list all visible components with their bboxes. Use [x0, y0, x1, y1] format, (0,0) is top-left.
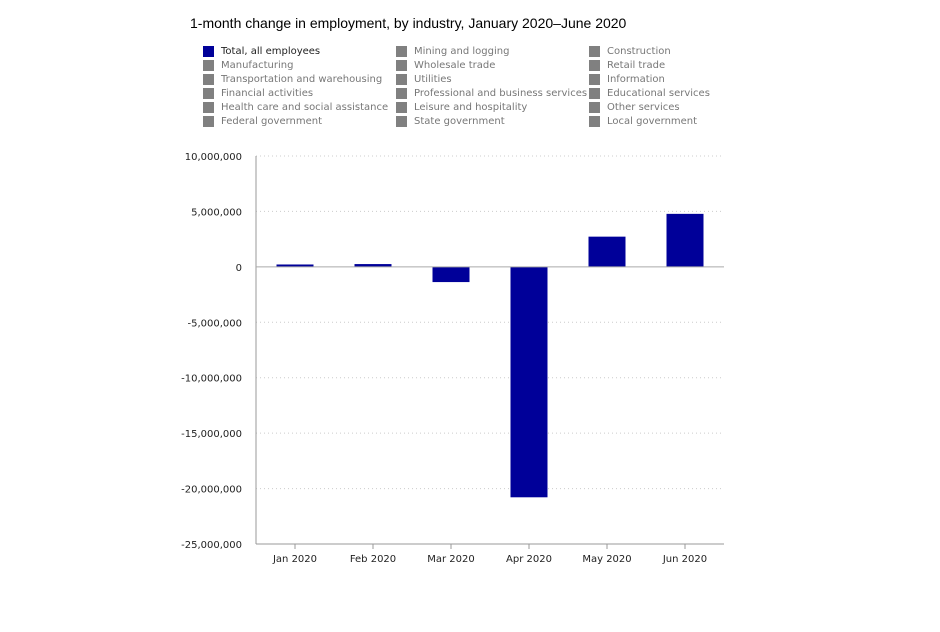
- legend-label: Construction: [607, 45, 671, 57]
- legend-item[interactable]: Manufacturing: [203, 58, 293, 72]
- legend-label: Information: [607, 73, 665, 85]
- bar[interactable]: [666, 213, 704, 267]
- x-tick-label: May 2020: [582, 554, 631, 565]
- chart-legend: Total, all employees Mining and logging Co…: [203, 44, 763, 130]
- y-tick-label: 10,000,000: [185, 152, 242, 163]
- x-tick-label: Jun 2020: [662, 554, 707, 565]
- legend-label: State government: [414, 115, 505, 127]
- legend-label: Manufacturing: [221, 59, 294, 71]
- bar[interactable]: [432, 266, 470, 283]
- axes: [255, 156, 724, 549]
- x-tick-label: Mar 2020: [427, 554, 475, 565]
- legend-item[interactable]: Federal government: [203, 114, 322, 128]
- legend-swatch: [589, 87, 600, 99]
- legend-swatch: [396, 73, 407, 85]
- legend-swatch: [396, 101, 407, 113]
- legend-item[interactable]: Information: [589, 72, 665, 86]
- legend-label: Mining and logging: [414, 45, 510, 57]
- legend-item[interactable]: Health care and social assistance: [203, 100, 388, 114]
- legend-item[interactable]: Wholesale trade: [396, 58, 495, 72]
- legend-swatch: [203, 101, 214, 113]
- bar[interactable]: [354, 264, 392, 267]
- bar[interactable]: [276, 264, 314, 267]
- legend-swatch: [203, 115, 214, 127]
- bars: [276, 213, 704, 498]
- legend-item[interactable]: Financial activities: [203, 86, 313, 100]
- legend-item[interactable]: Utilities: [396, 72, 452, 86]
- legend-swatch: [396, 45, 407, 57]
- legend-swatch: [589, 45, 600, 57]
- legend-item[interactable]: Professional and business services: [396, 86, 587, 100]
- legend-item[interactable]: Transportation and warehousing: [203, 72, 382, 86]
- legend-swatch: [396, 87, 407, 99]
- bar[interactable]: [588, 236, 626, 267]
- x-tick-label: Feb 2020: [350, 554, 396, 565]
- y-tick-label: -25,000,000: [181, 540, 242, 551]
- legend-label: Utilities: [414, 73, 452, 85]
- legend-label: Wholesale trade: [414, 59, 496, 71]
- legend-item[interactable]: Leisure and hospitality: [396, 100, 527, 114]
- legend-item[interactable]: Retail trade: [589, 58, 665, 72]
- legend-swatch: [396, 59, 407, 71]
- legend-label: Other services: [607, 101, 680, 113]
- legend-item[interactable]: Total, all employees: [203, 44, 320, 58]
- legend-swatch: [203, 59, 214, 71]
- legend-label: Health care and social assistance: [221, 101, 389, 113]
- legend-label: Federal government: [221, 115, 323, 127]
- y-tick-label: -10,000,000: [181, 374, 242, 385]
- legend-label: Local government: [607, 115, 698, 127]
- legend-swatch: [203, 45, 214, 57]
- legend-swatch: [589, 101, 600, 113]
- legend-swatch: [396, 115, 407, 127]
- legend-label: Financial activities: [221, 87, 314, 99]
- y-tick-label: -15,000,000: [181, 429, 242, 440]
- legend-label: Professional and business services: [414, 87, 588, 99]
- legend-label: Leisure and hospitality: [414, 101, 528, 113]
- x-tick-label: Jan 2020: [272, 554, 317, 565]
- legend-swatch: [589, 73, 600, 85]
- legend-swatch: [203, 87, 214, 99]
- legend-item[interactable]: Other services: [589, 100, 680, 114]
- y-tick-label: -20,000,000: [181, 485, 242, 496]
- legend-swatch: [589, 59, 600, 71]
- grid-lines: [256, 155, 724, 490]
- legend-label: Total, all employees: [221, 45, 321, 57]
- legend-item[interactable]: Construction: [589, 44, 671, 58]
- legend-item[interactable]: Educational services: [589, 86, 710, 100]
- legend-swatch: [203, 73, 214, 85]
- chart-title: 1-month change in employment, by industr…: [190, 15, 627, 31]
- legend-item[interactable]: State government: [396, 114, 505, 128]
- bar[interactable]: [510, 266, 548, 498]
- y-tick-label: 5,000,000: [191, 207, 242, 218]
- tick-labels: 10,000,000 5,000,000 0 -5,000,000 -10,000,00…: [181, 152, 707, 565]
- legend-label: Retail trade: [607, 59, 666, 71]
- legend-swatch: [589, 115, 600, 127]
- legend-item[interactable]: Mining and logging: [396, 44, 509, 58]
- legend-item[interactable]: Local government: [589, 114, 697, 128]
- legend-label: Transportation and warehousing: [221, 73, 383, 85]
- y-tick-label: -5,000,000: [187, 318, 242, 329]
- y-tick-label: 0: [236, 263, 242, 274]
- x-tick-label: Apr 2020: [506, 554, 552, 565]
- legend-label: Educational services: [607, 87, 710, 99]
